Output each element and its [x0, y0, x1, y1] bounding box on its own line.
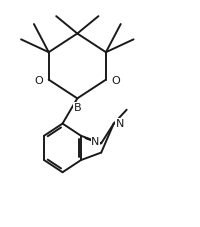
Text: N: N [115, 119, 124, 128]
Text: O: O [112, 75, 121, 85]
Text: O: O [34, 75, 43, 85]
Text: B: B [74, 103, 81, 113]
Text: N: N [91, 136, 100, 146]
